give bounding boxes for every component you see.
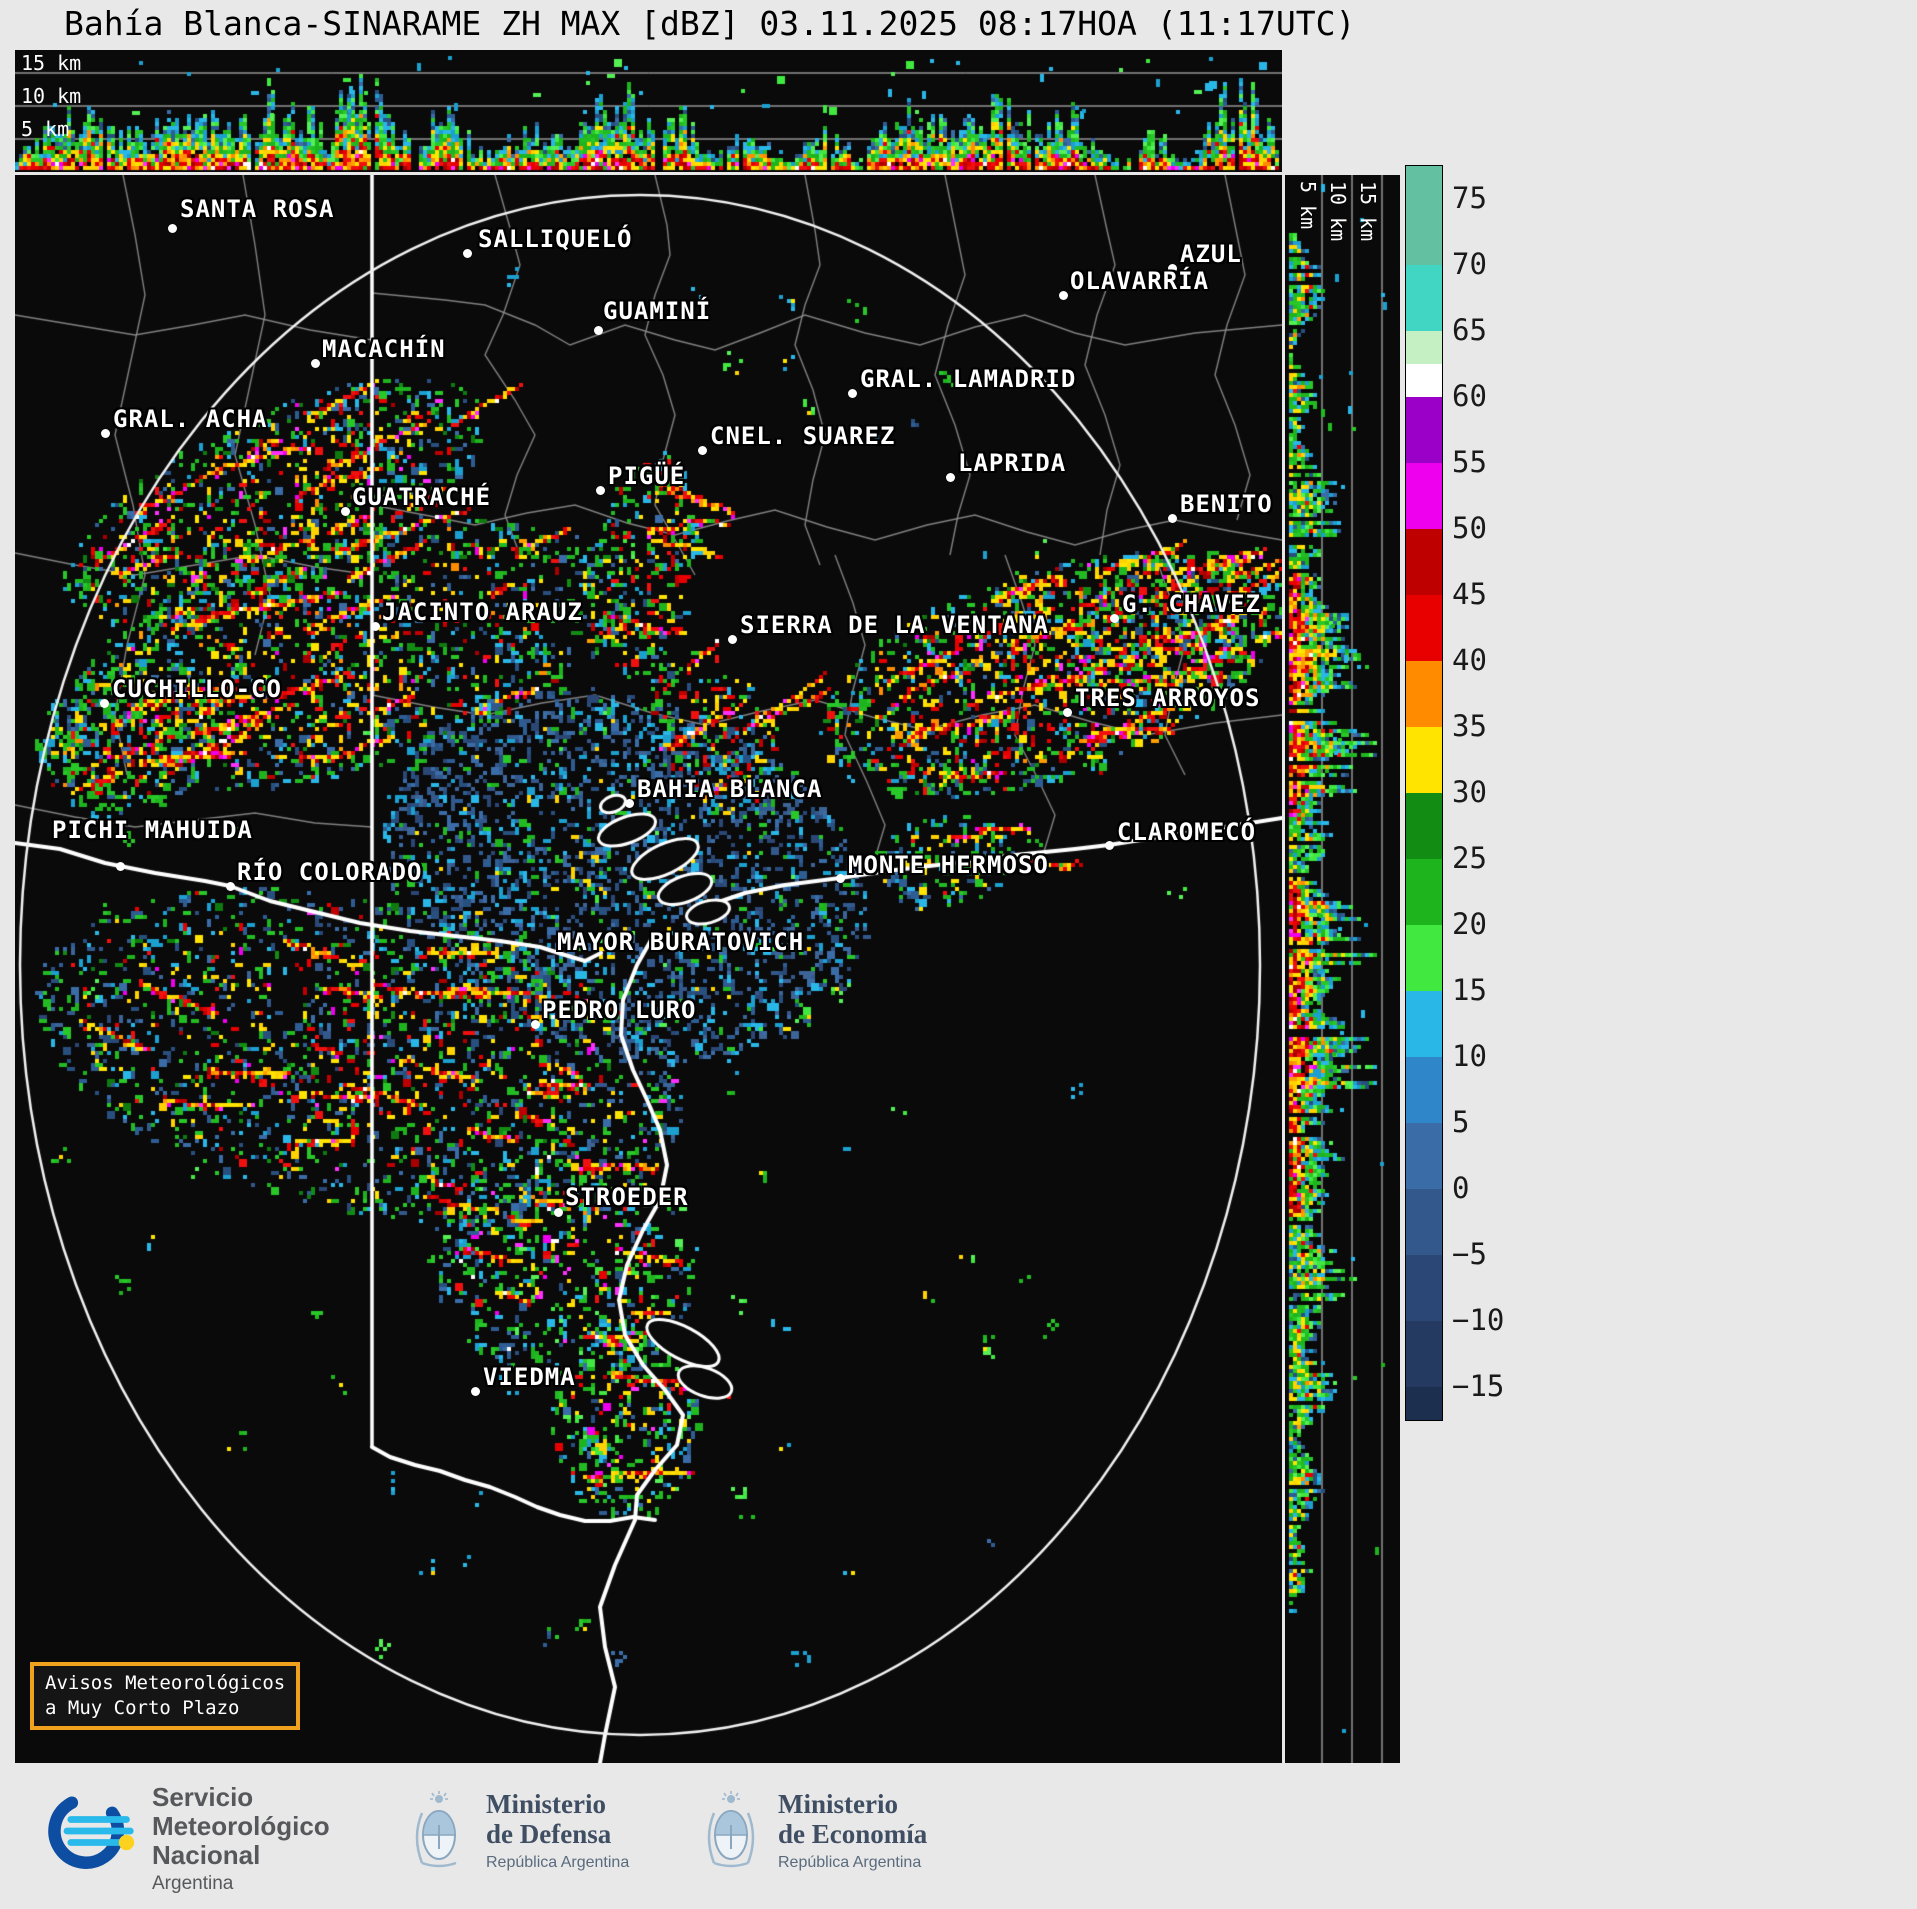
smn-name-line1: Servicio bbox=[152, 1782, 254, 1812]
colorbar-cell bbox=[1406, 529, 1442, 595]
colorbar-cell bbox=[1406, 925, 1442, 991]
colorbar-tick: 15 bbox=[1452, 973, 1487, 1007]
right-profile-panel: 5 km 10 km 15 km bbox=[1285, 175, 1400, 1763]
ministry-economia-country: República Argentina bbox=[778, 1854, 922, 1871]
colorbar-cell bbox=[1406, 463, 1442, 529]
vheight-label-10km: 10 km bbox=[1326, 181, 1350, 242]
right-profile-canvas bbox=[1285, 175, 1400, 1763]
colorbar-cell bbox=[1406, 1057, 1442, 1123]
colorbar-cell bbox=[1406, 1321, 1442, 1387]
colorbar-cell bbox=[1406, 166, 1442, 199]
page-title: Bahía Blanca-SINARAME ZH MAX [dBZ] 03.11… bbox=[64, 4, 1356, 43]
colorbar-cell bbox=[1406, 595, 1442, 661]
colorbar-tick: 0 bbox=[1452, 1171, 1470, 1205]
colorbar-tick: 10 bbox=[1452, 1039, 1487, 1073]
colorbar-tick: 60 bbox=[1452, 379, 1487, 413]
main-radar-panel: SANTA ROSA SALLIQUELÓ GUAMINÍ AZUL OLAVARRÍA… bbox=[15, 175, 1282, 1763]
colorbar-tick-labels: 75 70 65 60 55 50 45 40 35 30 25 20 15 10 5 0 −5 −10 −15 bbox=[1452, 165, 1542, 1419]
height-label-15km: 15 km bbox=[21, 51, 82, 75]
colorbar-tick: 55 bbox=[1452, 445, 1487, 479]
height-label-5km: 5 km bbox=[21, 117, 70, 141]
colorbar-cell bbox=[1406, 331, 1442, 364]
colorbar-tick: 30 bbox=[1452, 775, 1487, 809]
colorbar-tick: −5 bbox=[1452, 1237, 1487, 1271]
ministry-economia-line1: Ministerio bbox=[778, 1789, 898, 1819]
height-label-10km: 10 km bbox=[21, 84, 82, 108]
ministry-economia-block: Ministerio de Economía República Argenti… bbox=[700, 1789, 927, 1875]
colorbar-tick: 75 bbox=[1452, 181, 1487, 215]
ministry-defensa-line2: de Defensa bbox=[486, 1819, 612, 1849]
ministry-economia-line2: de Economía bbox=[778, 1819, 928, 1849]
colorbar-cell bbox=[1406, 1387, 1442, 1420]
colorbar-cell bbox=[1406, 1189, 1442, 1255]
colorbar-cell bbox=[1406, 1255, 1442, 1321]
colorbar-tick: 65 bbox=[1452, 313, 1487, 347]
warning-stamp: Avisos Meteorológicos a Muy Corto Plazo bbox=[30, 1662, 301, 1730]
colorbar-cell bbox=[1406, 793, 1442, 859]
colorbar-tick: 70 bbox=[1452, 247, 1487, 281]
colorbar-tick: −15 bbox=[1452, 1369, 1505, 1403]
colorbar-cell bbox=[1406, 397, 1442, 463]
smn-logo-block: Servicio Meteorológico Nacional Argentin… bbox=[42, 1783, 330, 1895]
colorbar-tick: 40 bbox=[1452, 643, 1487, 677]
top-profile-canvas bbox=[15, 50, 1282, 172]
colorbar-cell bbox=[1406, 661, 1442, 727]
colorbar-tick: 50 bbox=[1452, 511, 1487, 545]
smn-name-line3: Nacional bbox=[152, 1840, 261, 1870]
colorbar-cell bbox=[1406, 1123, 1442, 1189]
top-profile-panel: 15 km 10 km 5 km bbox=[15, 50, 1282, 172]
ministry-economia-name: Ministerio de Economía República Argenti… bbox=[778, 1789, 927, 1872]
footer: Servicio Meteorológico Nacional Argentin… bbox=[0, 1765, 1917, 1909]
colorbar-cell bbox=[1406, 199, 1442, 265]
smn-name-line2: Meteorológico bbox=[152, 1811, 330, 1841]
colorbar-cell bbox=[1406, 727, 1442, 793]
smn-logo-icon bbox=[48, 1793, 135, 1869]
ministry-defensa-line1: Ministerio bbox=[486, 1789, 606, 1819]
colorbar-cell bbox=[1406, 859, 1442, 925]
colorbar bbox=[1405, 165, 1443, 1421]
colorbar-cell bbox=[1406, 991, 1442, 1057]
colorbar-tick: 20 bbox=[1452, 907, 1487, 941]
warning-line1: Avisos Meteorológicos bbox=[45, 1672, 286, 1694]
vheight-label-5km: 5 km bbox=[1296, 181, 1320, 230]
smn-name: Servicio Meteorológico Nacional Argentin… bbox=[152, 1783, 330, 1895]
coat-of-arms-icon bbox=[707, 1791, 755, 1868]
radar-map-canvas bbox=[15, 175, 1282, 1763]
ministry-defensa-block: Ministerio de Defensa República Argentin… bbox=[408, 1789, 629, 1875]
ministry-defensa-name: Ministerio de Defensa República Argentin… bbox=[486, 1789, 629, 1872]
colorbar-tick: −10 bbox=[1452, 1303, 1505, 1337]
colorbar-cell bbox=[1406, 364, 1442, 397]
colorbar-tick: 45 bbox=[1452, 577, 1487, 611]
ministry-defensa-country: República Argentina bbox=[486, 1854, 630, 1871]
smn-country: Argentina bbox=[152, 1873, 234, 1894]
vheight-label-15km: 15 km bbox=[1356, 181, 1380, 242]
colorbar-cell bbox=[1406, 265, 1442, 331]
coat-of-arms-icon bbox=[415, 1791, 457, 1868]
warning-line2: a Muy Corto Plazo bbox=[45, 1697, 240, 1719]
colorbar-tick: 5 bbox=[1452, 1105, 1470, 1139]
colorbar-tick: 25 bbox=[1452, 841, 1487, 875]
colorbar-tick: 35 bbox=[1452, 709, 1487, 743]
